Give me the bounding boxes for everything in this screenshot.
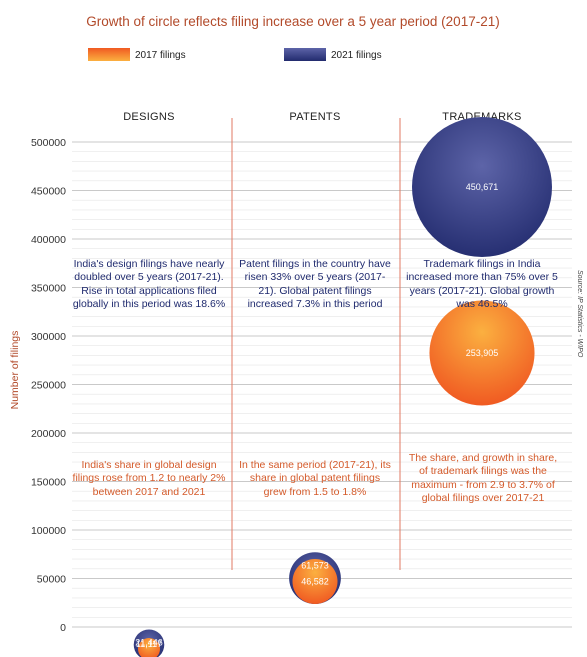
legend: 2017 filings 2021 filings: [88, 48, 382, 61]
chart-title: Growth of circle reflects filing increas…: [86, 14, 499, 29]
bubble-2017-patents: [292, 558, 338, 605]
y-tick-label: 200000: [31, 428, 66, 440]
legend-label-2017: 2017 filings: [135, 50, 186, 61]
bubble-label-2017-designs: 11,117: [136, 639, 162, 649]
y-tick-label: 100000: [31, 525, 66, 537]
bubble-2021-trademarks: [412, 117, 552, 257]
note-orange-patents: In the same period (2017-21), its share …: [239, 459, 391, 498]
bubble-label-2017-trademarks: 253,905: [466, 348, 499, 358]
y-tick-label: 450000: [31, 186, 66, 198]
y-axis-label: Number of filings: [9, 331, 21, 410]
y-tick-label: 300000: [31, 331, 66, 343]
note-orange-trademarks: The share, and growth in share, of trade…: [408, 452, 558, 504]
bubble-label-2017-patents: 46,582: [301, 576, 329, 586]
note-orange-designs: India's share in global design filings r…: [72, 459, 226, 498]
y-tick-label: 50000: [37, 574, 66, 586]
bubble-2017-trademarks: [429, 300, 535, 406]
bubble-2017-designs: [138, 638, 160, 657]
source-note: Source: IP Statistics - WIPO: [576, 270, 583, 358]
bubble-label-2021-designs: 21,446: [135, 637, 163, 647]
legend-label-2021: 2021 filings: [331, 50, 382, 61]
y-tick-label: 350000: [31, 283, 66, 295]
y-tick-label: 0: [60, 622, 66, 634]
y-tick-label: 400000: [31, 234, 66, 246]
panel-dividers: [231, 118, 401, 570]
note-blue-trademarks: Trademark filings in India increased mor…: [406, 258, 558, 310]
y-tick-label: 250000: [31, 380, 66, 392]
y-axis-ticks: 5000004500004000003500003000002500002000…: [31, 137, 66, 634]
y-tick-label: 150000: [31, 477, 66, 489]
y-tick-label: 500000: [31, 137, 66, 149]
panel-title-patents: PATENTS: [289, 111, 340, 123]
note-blue-patents: Patent filings in the country have risen…: [239, 258, 391, 310]
legend-swatch-2017: [88, 48, 130, 61]
bubble-label-2021-patents: 61,573: [301, 560, 329, 570]
panel-title-designs: DESIGNS: [123, 111, 175, 123]
legend-swatch-2021: [284, 48, 326, 61]
bubble-label-2021-trademarks: 450,671: [466, 182, 499, 192]
note-blue-designs: India's design filings have nearly doubl…: [72, 258, 226, 310]
